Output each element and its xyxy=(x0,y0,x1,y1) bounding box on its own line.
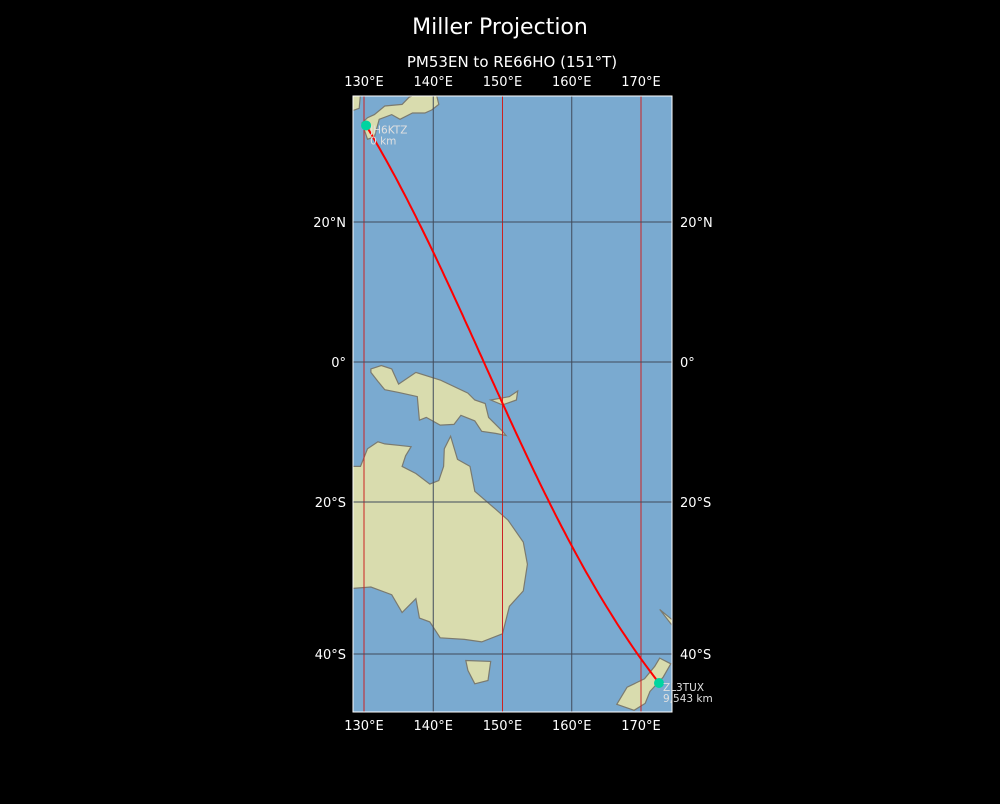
station-callsign: ZL3TUX xyxy=(663,682,704,694)
land-new-britain xyxy=(488,389,519,406)
lon-label-bottom: 140°E xyxy=(413,719,453,734)
lon-label-top: 140°E xyxy=(413,75,453,90)
lon-label-bottom: 160°E xyxy=(552,719,592,734)
station-distance: 0 km xyxy=(370,135,396,147)
lat-label-right: 40°S xyxy=(680,648,711,663)
land-japan xyxy=(361,96,440,140)
lon-label-bottom: 170°E xyxy=(621,719,661,734)
lat-label-left: 0° xyxy=(331,356,346,371)
lat-label-left: 20°S xyxy=(315,496,346,511)
figure-title: Miller Projection xyxy=(412,15,588,40)
lon-label-bottom: 130°E xyxy=(344,719,384,734)
station-distance: 9,543 km xyxy=(663,693,713,705)
station-callsign: JH6KTZ xyxy=(369,124,407,136)
great-circle-path xyxy=(365,124,660,684)
lat-label-left: 20°N xyxy=(313,216,346,231)
lat-label-right: 20°N xyxy=(680,216,713,231)
lon-label-top: 160°E xyxy=(552,75,592,90)
lon-label-bottom: 150°E xyxy=(483,719,523,734)
land-nz-south-island xyxy=(615,657,672,711)
lat-label-right: 20°S xyxy=(680,496,711,511)
map-area[interactable] xyxy=(350,78,675,712)
lon-label-top: 150°E xyxy=(483,75,523,90)
lat-label-right: 0° xyxy=(680,356,695,371)
lon-label-top: 130°E xyxy=(344,75,384,90)
land-tasmania xyxy=(465,659,492,685)
map-subtitle: PM53EN to RE66HO (151°T) xyxy=(407,53,617,71)
station-marker[interactable] xyxy=(361,120,372,131)
station-marker[interactable] xyxy=(654,677,665,688)
land-new-guinea xyxy=(370,364,508,437)
map-frame xyxy=(352,95,673,713)
land-australia xyxy=(353,434,529,643)
lon-label-top: 170°E xyxy=(621,75,661,90)
land-korea xyxy=(353,96,361,112)
lat-label-left: 40°S xyxy=(315,648,346,663)
land-nz-north-island xyxy=(659,608,672,627)
